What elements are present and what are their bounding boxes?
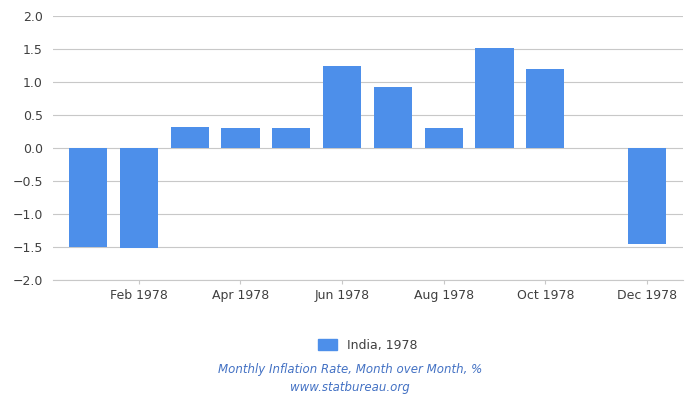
Bar xyxy=(120,148,158,248)
Legend: India, 1978: India, 1978 xyxy=(313,334,422,357)
Bar xyxy=(374,87,412,148)
Bar xyxy=(272,128,310,148)
Bar xyxy=(475,48,514,148)
Text: www.statbureau.org: www.statbureau.org xyxy=(290,382,410,394)
Bar xyxy=(221,128,260,148)
Text: Monthly Inflation Rate, Month over Month, %: Monthly Inflation Rate, Month over Month… xyxy=(218,364,482,376)
Bar xyxy=(425,128,463,148)
Bar xyxy=(628,148,666,244)
Bar xyxy=(526,70,564,148)
Bar xyxy=(323,66,361,148)
Bar xyxy=(69,148,107,247)
Bar xyxy=(171,127,209,148)
